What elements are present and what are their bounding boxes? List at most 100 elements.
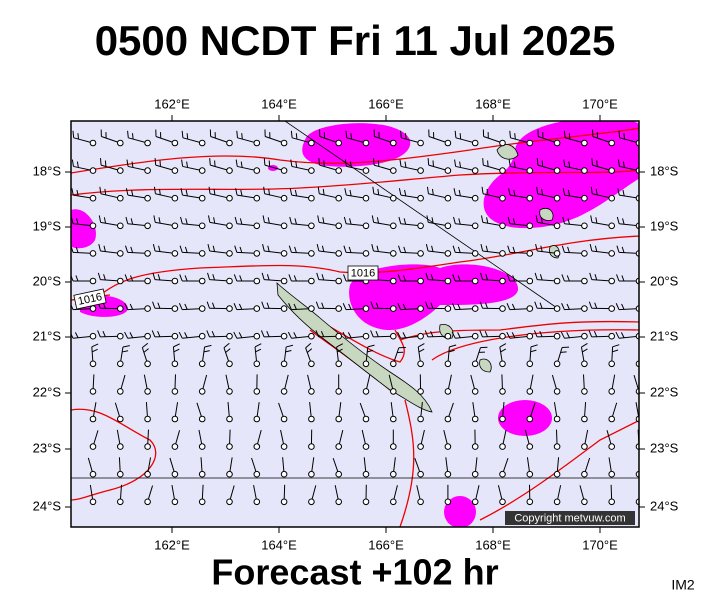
barb-staff (373, 193, 394, 199)
barb-staff (346, 194, 367, 199)
barb-staff (483, 136, 503, 144)
barb-feather (76, 218, 79, 225)
barb-station (499, 277, 506, 285)
barb-staff (455, 165, 476, 172)
barb-station (444, 415, 452, 423)
barb-feather (595, 217, 598, 224)
barb-feather (126, 159, 129, 167)
barb-station (198, 194, 206, 202)
barb-station (499, 388, 506, 395)
barb-feather (622, 189, 625, 196)
barb-station (89, 332, 97, 340)
barb-station (581, 222, 588, 230)
barb-station (89, 415, 97, 423)
barb-feather (376, 245, 379, 252)
barb-staff (264, 193, 285, 199)
barb-station (526, 443, 534, 450)
barb-station (499, 415, 506, 423)
barb-staff (591, 250, 612, 254)
barb-feather (480, 272, 484, 280)
barb-station (553, 332, 561, 340)
barb-feather (486, 188, 489, 195)
barb-station (144, 360, 151, 368)
barb-feather (290, 159, 293, 167)
barb-feather (427, 158, 430, 166)
barb-feather (561, 245, 565, 253)
barb-feather (397, 331, 402, 339)
barb-station (198, 332, 206, 340)
lat-label: 20°S (33, 273, 62, 288)
barb-feather (206, 330, 210, 338)
barb-feather (566, 303, 570, 310)
barb-station (280, 443, 288, 450)
barb-staff (400, 165, 421, 172)
barb-station (608, 470, 616, 478)
barb-station (89, 277, 97, 285)
barb-feather (181, 130, 184, 138)
barb-station (280, 332, 288, 340)
barb-station (226, 360, 233, 368)
barb-feather (367, 349, 374, 353)
barb-station (526, 305, 534, 312)
barb-station (499, 305, 506, 312)
barb-feather (372, 158, 375, 166)
barb-staff (400, 194, 421, 199)
barb-station (308, 277, 315, 285)
barb-station (253, 139, 261, 147)
barb-feather (479, 301, 483, 309)
barb-feather (158, 245, 161, 252)
barb-feather (184, 275, 188, 282)
barb-staff (619, 194, 639, 199)
barb-feather (593, 330, 598, 337)
barb-station (226, 222, 233, 230)
barb-feather (404, 161, 407, 168)
barb-station (581, 388, 588, 395)
barb-staff (100, 279, 121, 282)
barb-feather (294, 218, 297, 225)
barb-station (444, 222, 452, 230)
barb-station (117, 222, 124, 230)
barb-staff (455, 335, 476, 339)
barb-station (390, 332, 397, 340)
barb-station (308, 167, 315, 174)
barb-feather (240, 189, 243, 196)
barb-feather (287, 331, 292, 339)
barb-station (226, 415, 233, 423)
barb-feather (267, 245, 270, 252)
barb-staff (210, 164, 230, 172)
barb-feather (425, 301, 429, 309)
barb-staff (373, 221, 394, 227)
barb-feather (458, 189, 461, 196)
barb-feather (620, 332, 625, 338)
barb-staff (291, 251, 312, 254)
barb-station (417, 388, 424, 395)
forecast-label: Forecast +102 hr (211, 552, 498, 593)
barb-station (144, 388, 151, 395)
barb-station (499, 139, 506, 147)
barb-staff (154, 279, 175, 282)
barb-feather (561, 303, 565, 310)
barb-station (226, 277, 233, 285)
barb-station (335, 167, 343, 174)
barb-station (117, 470, 124, 478)
barb-feather (288, 274, 292, 282)
barb-staff (127, 251, 148, 254)
barb-feather (622, 218, 625, 225)
barb-feather (267, 217, 270, 224)
barb-feather (425, 272, 429, 280)
lon-label: 170°E (582, 96, 618, 111)
barb-feather (241, 133, 243, 140)
barb-station (226, 498, 233, 506)
barb-station (581, 139, 588, 147)
barb-feather (541, 188, 543, 195)
barb-feather (622, 161, 625, 168)
barb-station (471, 305, 479, 312)
barb-staff (592, 164, 612, 172)
barb-station (362, 443, 370, 450)
barb-station (471, 388, 479, 395)
barb-station (253, 360, 261, 368)
barb-feather (397, 303, 402, 310)
barb-station (362, 498, 370, 506)
barb-station (335, 388, 343, 395)
barb-feather (186, 133, 189, 140)
